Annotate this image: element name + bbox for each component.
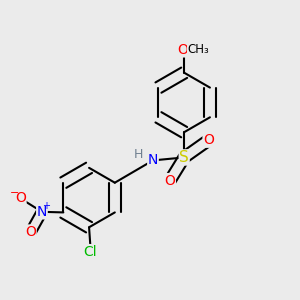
Text: O: O (164, 174, 175, 188)
Text: H: H (134, 148, 143, 161)
Text: +: + (42, 201, 50, 211)
Text: O: O (25, 225, 36, 239)
Text: CH₃: CH₃ (188, 43, 209, 56)
Text: N: N (37, 205, 47, 219)
Text: Cl: Cl (84, 245, 98, 259)
Text: O: O (15, 191, 26, 206)
Text: −: − (10, 188, 19, 197)
Text: O: O (203, 133, 214, 147)
Text: N: N (148, 153, 158, 167)
Text: O: O (177, 43, 188, 57)
Text: S: S (179, 150, 189, 165)
